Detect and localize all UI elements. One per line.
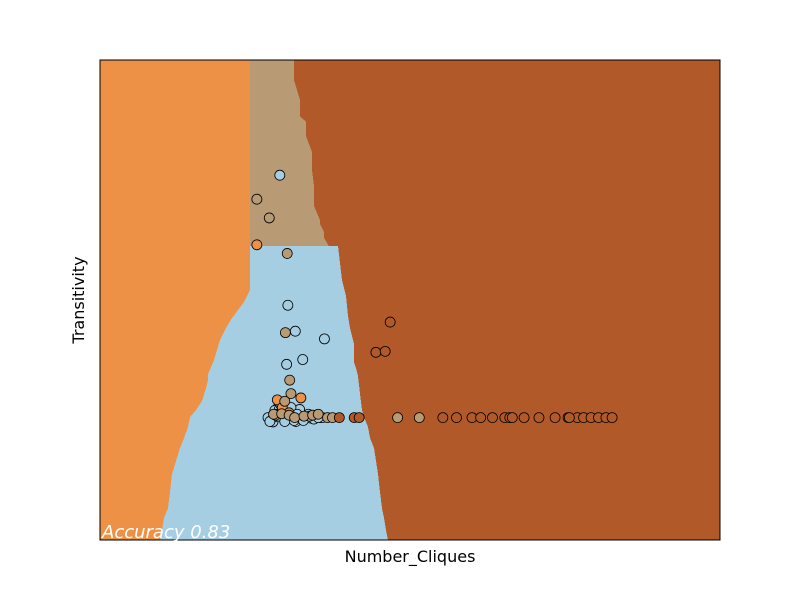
scatter-point-c3 [333, 412, 345, 424]
scatter-point-c3 [487, 412, 498, 424]
scatter-point-c3 [506, 412, 518, 424]
y-axis-label: Transitivity [69, 256, 88, 344]
x-axis-label: Number_Cliques [345, 547, 476, 567]
scatter-point-c0 [319, 333, 330, 345]
scatter-point-c3 [384, 316, 396, 328]
scatter-point-c3 [451, 412, 462, 424]
scatter-point-c3 [437, 412, 449, 424]
scatter-point-c2 [312, 408, 324, 420]
scatter-point-c2 [413, 412, 425, 424]
scatter-point-c0 [282, 299, 294, 311]
scatter-point-c3 [370, 346, 382, 358]
scatter-point-c3 [475, 412, 487, 424]
region-c0 [160, 246, 388, 540]
scatter-point-c3 [563, 412, 575, 424]
scatter-point-c3 [353, 412, 365, 424]
scatter-point-c0 [281, 358, 293, 370]
scatter-point-c1 [295, 392, 307, 404]
scatter-point-c0 [297, 354, 309, 365]
scatter-point-c0 [274, 169, 286, 181]
decision-regions [100, 60, 720, 540]
scatter-points [251, 169, 618, 428]
scatter-point-c3 [549, 412, 561, 424]
scatter-point-c1 [251, 239, 263, 251]
scatter-point-c3 [379, 345, 391, 357]
region-c1 [100, 60, 250, 540]
scatter-point-c2 [281, 248, 293, 259]
scatter-point-c2 [284, 374, 296, 386]
plot-frame [99, 59, 721, 541]
scatter-point-c2 [251, 193, 263, 205]
scatter-point-c3 [533, 412, 545, 424]
scatter-point-c2 [263, 212, 275, 224]
scatter-point-c2 [279, 395, 291, 407]
scatter-point-c3 [606, 412, 618, 424]
scatter-point-c2 [392, 412, 404, 424]
scatter-point-c2 [285, 388, 297, 400]
scatter-point-c0 [289, 325, 301, 337]
scatter-point-c2 [279, 327, 291, 339]
scatter-point-c2 [289, 412, 301, 424]
scatter-point-c3 [518, 412, 530, 424]
accuracy-annotation: Accuracy 0.83 [101, 522, 230, 543]
